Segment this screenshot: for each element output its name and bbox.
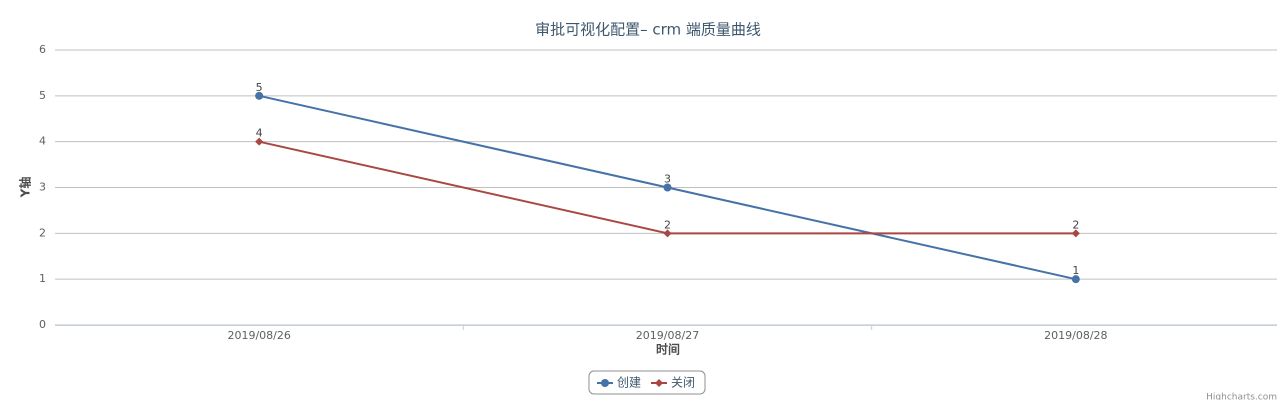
marker — [655, 379, 663, 387]
marker — [663, 183, 672, 192]
y-tick-label: 6 — [39, 43, 46, 56]
data-label: 3 — [664, 173, 671, 186]
marker — [255, 91, 264, 100]
marker — [600, 379, 609, 387]
data-label: 2 — [1072, 218, 1079, 231]
marker — [1071, 275, 1080, 284]
y-tick-label: 2 — [39, 226, 46, 239]
data-label: 2 — [664, 218, 671, 231]
legend-label: 关闭 — [671, 376, 695, 390]
marker — [1071, 229, 1080, 238]
y-tick-label: 3 — [39, 181, 46, 194]
legend-box — [588, 370, 706, 395]
y-tick-label: 0 — [39, 318, 46, 331]
x-axis-title: 时间 — [656, 342, 680, 357]
y-tick-label: 1 — [39, 272, 46, 285]
y-axis-title: Y轴 — [18, 177, 33, 199]
legend: 创建 关闭 — [588, 370, 706, 395]
legend-label: 创建 — [617, 376, 641, 390]
marker — [663, 229, 672, 238]
y-tick-label: 5 — [39, 89, 46, 102]
y-tick-label: 4 — [39, 135, 46, 148]
credits: Highcharts.com — [1206, 393, 1277, 400]
x-tick-label: 2019/08/26 — [227, 329, 290, 342]
x-tick-label: 2019/08/28 — [1044, 329, 1107, 342]
data-label: 1 — [1072, 264, 1079, 277]
data-label: 5 — [256, 81, 263, 94]
marker — [255, 137, 264, 146]
chart-title: 审批可视化配置– crm 端质量曲线 — [535, 21, 761, 39]
x-tick-label: 2019/08/27 — [636, 329, 699, 342]
data-label: 4 — [256, 127, 263, 140]
